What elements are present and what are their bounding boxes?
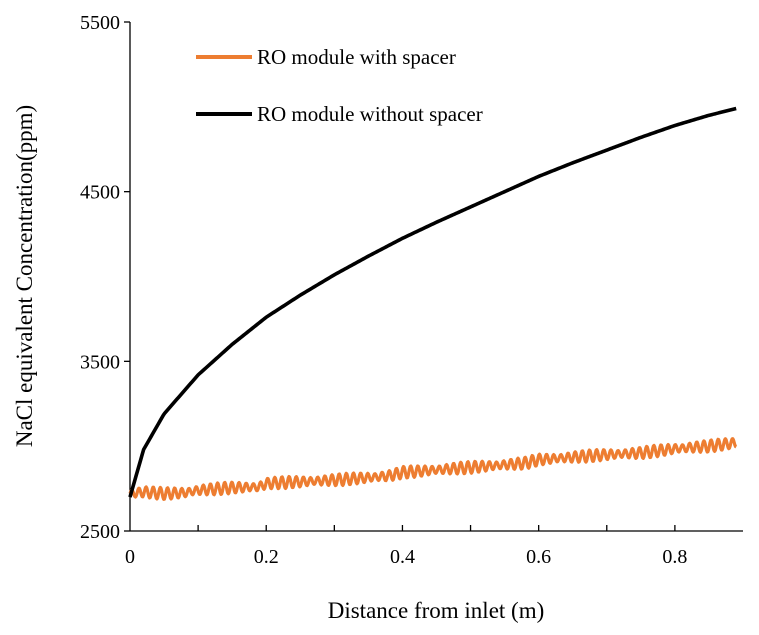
x-tick-label: 0.6 <box>526 546 551 568</box>
x-ticks: 0 0.2 0.4 0.6 0.8 <box>125 525 687 568</box>
y-tick-label: 2500 <box>80 521 120 543</box>
plot-area: 2500 3500 4500 5500 0 0.2 0.4 0.6 0.8 <box>80 12 743 568</box>
y-ticks: 2500 3500 4500 5500 <box>80 12 130 543</box>
x-tick-label: 0.8 <box>662 546 687 568</box>
series-line-without-spacer <box>128 106 737 498</box>
y-tick-label: 3500 <box>80 351 120 373</box>
x-tick-label: 0.2 <box>254 546 279 568</box>
y-axis-title: NaCl equivalent Concentration(ppm) <box>12 105 37 447</box>
legend-label-with-spacer: RO module with spacer <box>257 45 456 69</box>
series-layer <box>128 106 738 501</box>
x-tick-label: 0.4 <box>390 546 415 568</box>
series-line-with-spacer <box>128 437 738 501</box>
x-axis-title: Distance from inlet (m) <box>328 598 545 623</box>
legend: RO module with spacer RO module without … <box>196 45 483 126</box>
x-tick-label: 0 <box>125 546 135 568</box>
legend-label-without-spacer: RO module without spacer <box>257 102 483 126</box>
y-tick-label: 4500 <box>80 182 120 204</box>
y-tick-label: 5500 <box>80 12 120 34</box>
